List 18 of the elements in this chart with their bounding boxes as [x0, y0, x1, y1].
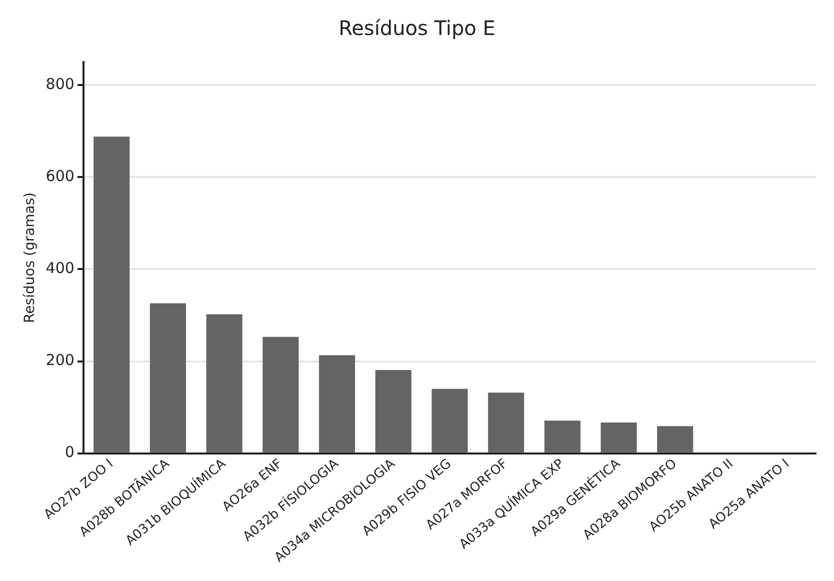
bar — [600, 422, 637, 452]
y-tick-label: 0 — [64, 443, 74, 462]
chart-title: Resíduos Tipo E — [338, 16, 496, 40]
y-axis-title: Resíduos (gramas) — [22, 192, 38, 323]
bar — [432, 388, 468, 452]
y-tick-label: 800 — [46, 74, 74, 93]
bar — [262, 336, 299, 452]
bar — [657, 426, 694, 452]
bar — [375, 370, 412, 452]
bar — [206, 314, 242, 452]
bar — [150, 303, 186, 452]
bar — [94, 136, 130, 452]
y-tick-label: 200 — [46, 351, 74, 370]
y-tick-label: 600 — [46, 166, 74, 185]
bar — [318, 355, 356, 452]
bar — [488, 392, 524, 452]
y-tick-label: 400 — [46, 259, 74, 278]
bar — [544, 420, 580, 452]
